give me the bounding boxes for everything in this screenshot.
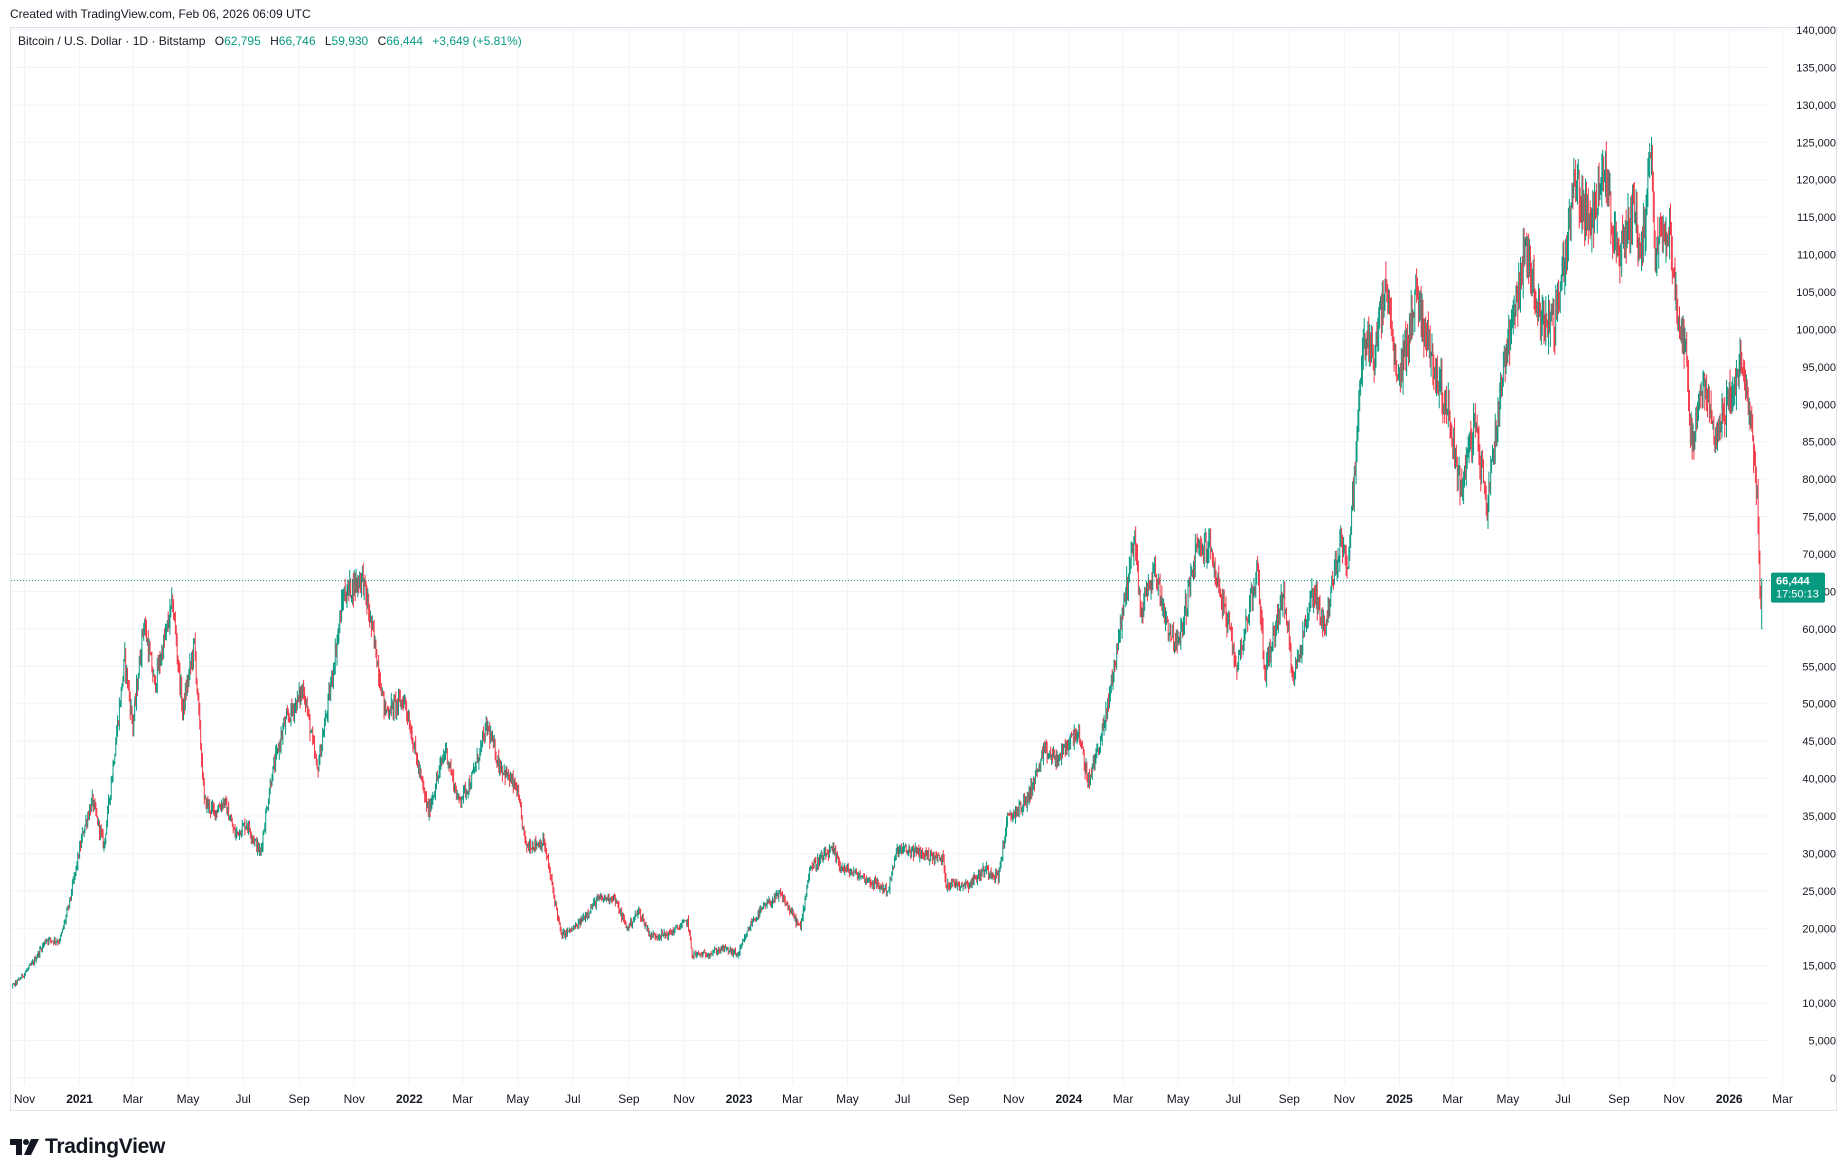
y-tick-label: 15,000 (1802, 961, 1836, 973)
x-tick-label: Nov (1663, 1092, 1684, 1106)
x-tick-label: Mar (782, 1092, 803, 1106)
x-tick-label: May (1497, 1092, 1520, 1106)
y-tick-label: 25,000 (1802, 886, 1836, 898)
x-tick-label: Jul (1555, 1092, 1570, 1106)
x-tick-label: Sep (1279, 1092, 1301, 1106)
y-tick-label: 60,000 (1802, 624, 1836, 636)
high-label: H (270, 34, 279, 48)
tradingview-logo-icon (10, 1139, 39, 1155)
x-tick-label: Mar (1772, 1092, 1793, 1106)
grid-lines (11, 29, 1783, 1085)
symbol-legend: Bitcoin / U.S. Dollar · 1D · Bitstamp O6… (18, 34, 522, 48)
y-tick-label: 20,000 (1802, 923, 1836, 935)
x-tick-label: May (836, 1092, 859, 1106)
symbol-name[interactable]: Bitcoin / U.S. Dollar · 1D · Bitstamp (18, 34, 206, 48)
y-tick-label: 95,000 (1802, 362, 1836, 374)
close-label: C (377, 34, 387, 48)
open-value: 62,795 (224, 34, 261, 48)
y-tick-label: 5,000 (1808, 1036, 1836, 1048)
y-tick-label: 40,000 (1802, 774, 1836, 786)
x-tick-label: Jul (565, 1092, 580, 1106)
high-value: 66,746 (278, 34, 316, 48)
last-price-value: 66,444 (1776, 576, 1811, 588)
x-tick-label: Mar (1442, 1092, 1463, 1106)
x-tick-label: Jul (1226, 1092, 1241, 1106)
x-tick-label: May (506, 1092, 529, 1106)
tradingview-logo[interactable]: TradingView (10, 1135, 165, 1159)
y-tick-label: 135,000 (1796, 62, 1836, 74)
bar-countdown: 17:50:13 (1776, 589, 1819, 601)
x-tick-label: May (177, 1092, 200, 1106)
y-tick-label: 80,000 (1802, 474, 1836, 486)
last-price-tag: 66,444 17:50:13 (1771, 572, 1825, 603)
open-label: O (214, 34, 225, 48)
x-tick-label: Jul (235, 1092, 250, 1106)
low-value: 59,930 (331, 34, 369, 48)
y-tick-label: 0 (1830, 1073, 1836, 1085)
y-tick-label: 35,000 (1802, 811, 1836, 823)
x-tick-label: Mar (1113, 1092, 1134, 1106)
y-tick-label: 75,000 (1802, 512, 1836, 524)
chart-frame (10, 27, 1837, 1111)
y-tick-label: 55,000 (1802, 661, 1836, 673)
x-tick-label: Nov (14, 1092, 35, 1106)
change-value: +3,649 (+5.81%) (432, 34, 522, 48)
y-tick-label: 10,000 (1802, 998, 1836, 1010)
x-tick-label: Nov (1003, 1092, 1024, 1106)
x-tick-label: 2021 (66, 1092, 93, 1106)
y-tick-label: 85,000 (1802, 437, 1836, 449)
x-axis: Nov 2021 Mar May Jul Sep Nov 2022 Mar May Jul Sep No… (14, 1092, 1793, 1106)
close-value: 66,444 (386, 34, 423, 48)
x-tick-label: 2022 (396, 1092, 423, 1106)
chart-svg[interactable]: 0 5,000 10,000 15,000 20,000 25,000 30,000 35,0… (0, 0, 1847, 1130)
x-tick-label: 2026 (1716, 1092, 1743, 1106)
x-tick-label: 2023 (726, 1092, 753, 1106)
x-tick-label: 2025 (1386, 1092, 1413, 1106)
x-tick-label: 2024 (1055, 1092, 1082, 1106)
x-tick-label: Nov (673, 1092, 694, 1106)
x-tick-label: May (1167, 1092, 1190, 1106)
x-tick-label: Sep (288, 1092, 310, 1106)
y-tick-label: 130,000 (1796, 100, 1836, 112)
candles (12, 136, 1763, 989)
y-tick-label: 30,000 (1802, 848, 1836, 860)
y-tick-label: 110,000 (1797, 250, 1836, 262)
x-tick-label: Sep (948, 1092, 970, 1106)
low-label: L (324, 34, 332, 48)
x-tick-label: Nov (344, 1092, 365, 1106)
y-tick-label: 125,000 (1796, 137, 1836, 149)
y-tick-label: 70,000 (1802, 549, 1836, 561)
y-tick-label: 45,000 (1802, 736, 1836, 748)
y-axis: 0 5,000 10,000 15,000 20,000 25,000 30,000 35,0… (1796, 25, 1836, 1085)
logo-text: TradingView (45, 1135, 166, 1158)
y-tick-label: 90,000 (1802, 399, 1836, 411)
y-tick-label: 50,000 (1802, 699, 1836, 711)
x-tick-label: Sep (618, 1092, 640, 1106)
x-tick-label: Mar (123, 1092, 144, 1106)
x-tick-label: Nov (1334, 1092, 1355, 1106)
x-tick-label: Mar (452, 1092, 473, 1106)
y-tick-label: 115,000 (1797, 212, 1836, 224)
y-tick-label: 140,000 (1796, 25, 1836, 37)
y-tick-label: 120,000 (1796, 175, 1836, 187)
x-tick-label: Jul (895, 1092, 910, 1106)
y-tick-label: 105,000 (1796, 287, 1836, 299)
y-tick-label: 100,000 (1796, 324, 1836, 336)
x-tick-label: Sep (1608, 1092, 1630, 1106)
created-with-text: Created with TradingView.com, Feb 06, 20… (10, 7, 311, 21)
last-price-tag-bg (1771, 572, 1825, 603)
